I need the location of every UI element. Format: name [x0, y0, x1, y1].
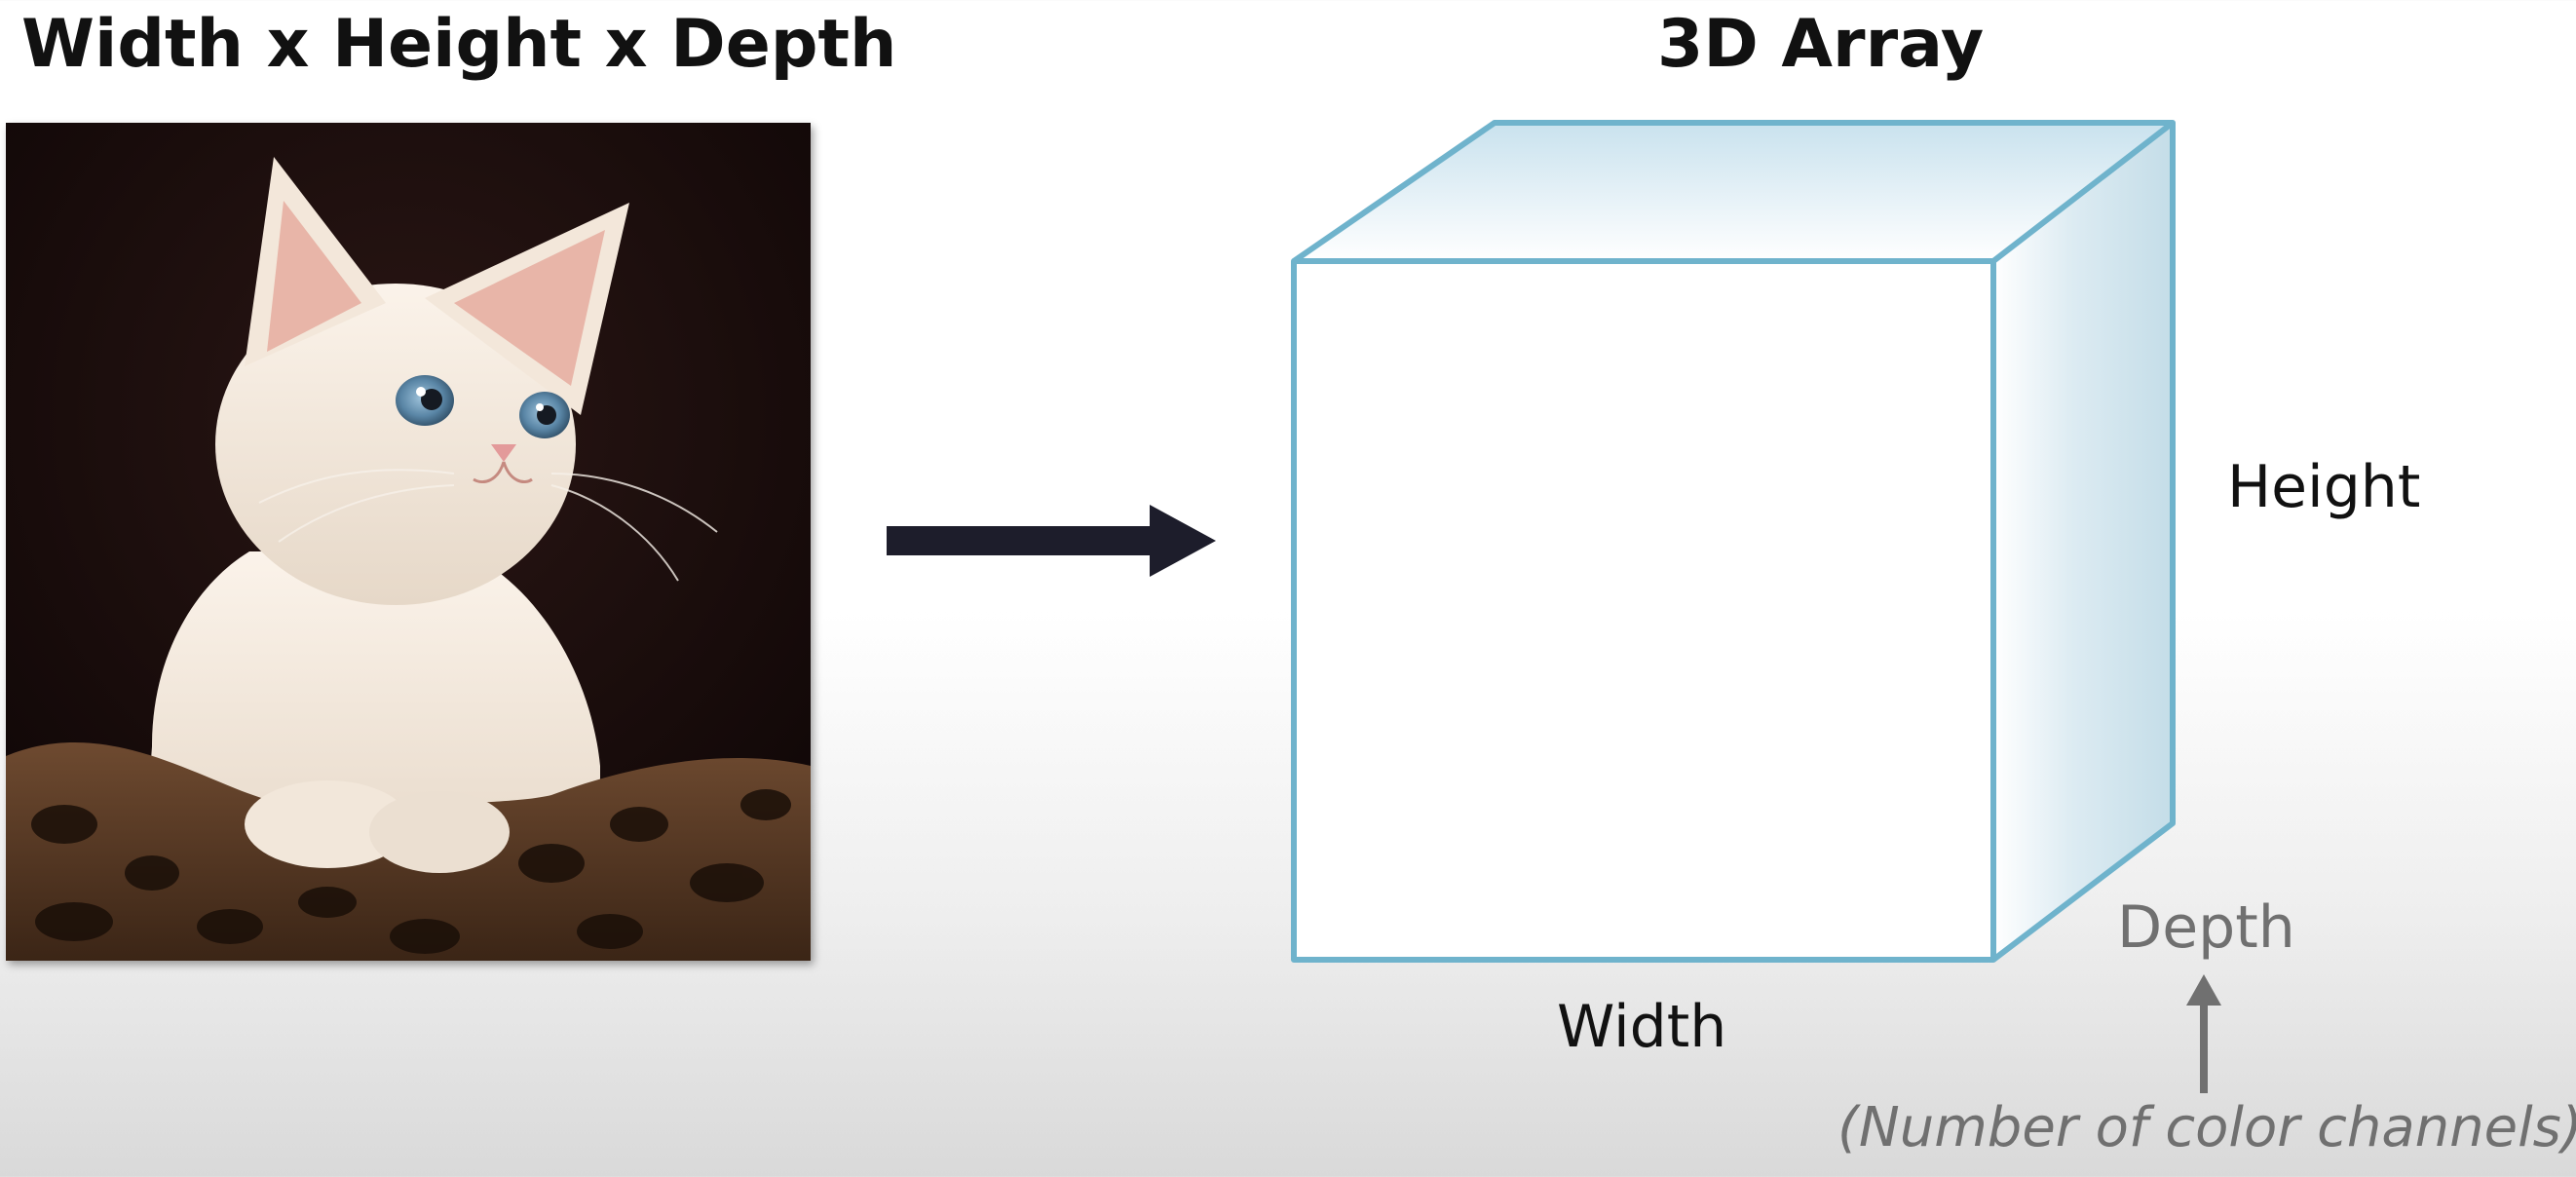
depth-note: (Number of color channels) — [1837, 1096, 2576, 1159]
width-label: Width — [1557, 993, 1727, 1061]
array-title: 3D Array — [1657, 6, 1985, 83]
up-arrow-icon — [2184, 972, 2223, 1099]
cube-front-face — [1294, 261, 1993, 960]
image-title: Width x Height x Depth — [21, 6, 897, 83]
height-label: Height — [2227, 453, 2421, 521]
right-arrow-icon — [877, 497, 1228, 588]
array-cube — [1267, 107, 2202, 988]
depth-label: Depth — [2117, 893, 2295, 962]
cube-side-face — [1993, 123, 2173, 960]
cube-top-face — [1294, 123, 2173, 261]
kitten-image — [6, 123, 811, 961]
